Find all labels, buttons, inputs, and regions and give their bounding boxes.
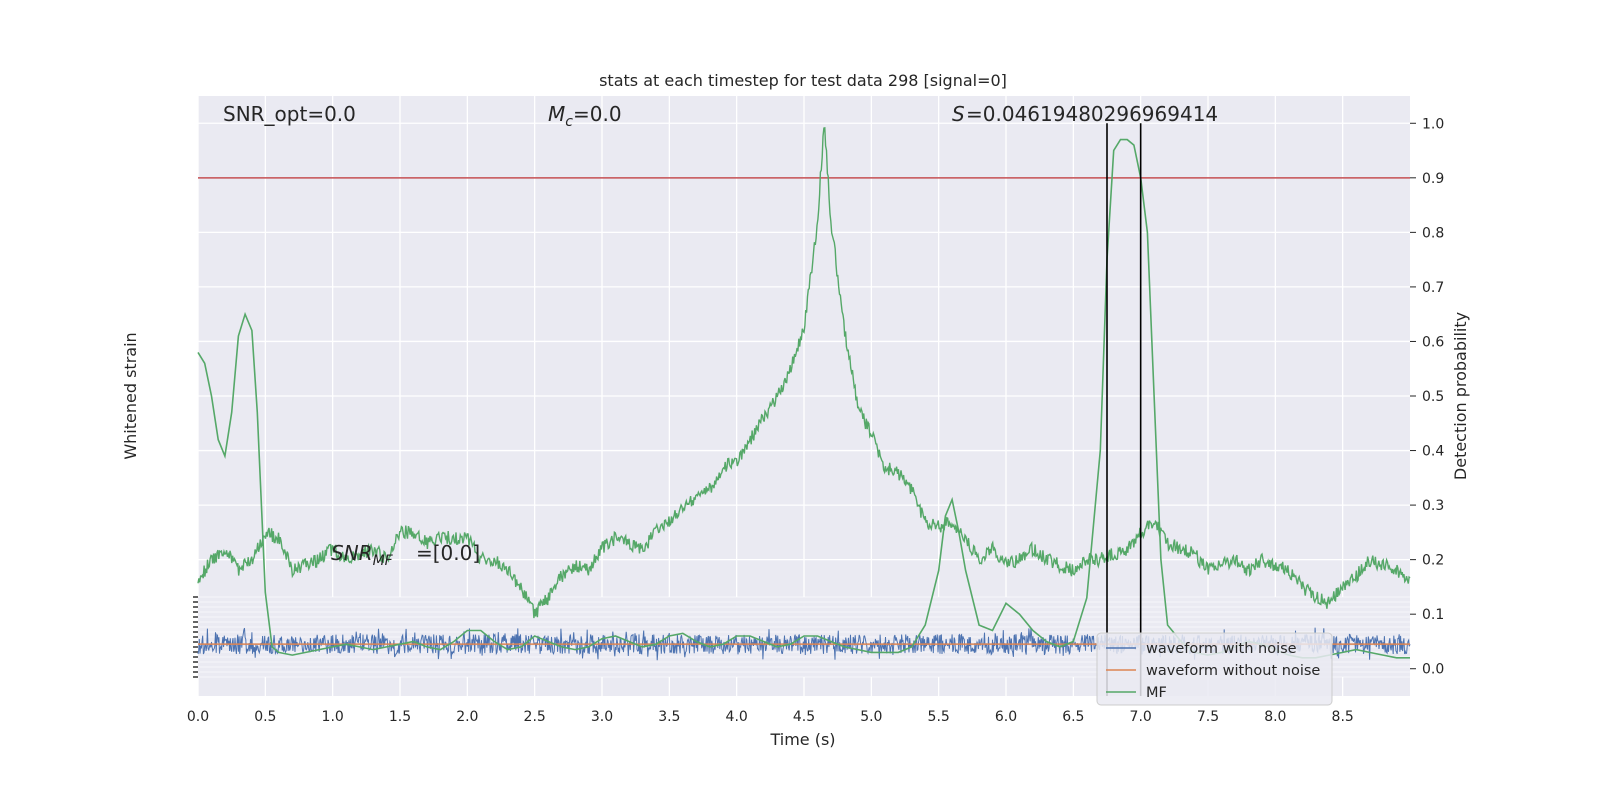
- snr-mf-sub: MF: [373, 553, 394, 569]
- detection-probability-line: [197, 127, 1411, 619]
- y-right-tick-label: 0.8: [1422, 225, 1444, 241]
- legend: waveform with noise waveform without noi…: [1096, 632, 1333, 706]
- chart-title: stats at each timestep for test data 298…: [599, 71, 1007, 90]
- x-axis-ticks: 0.0 0.5 1.0 1.5 2.0 2.5 3.0 3.5 4.0 4.5 5.0 5.5 6.0 6…: [187, 709, 1354, 725]
- x-tick-label: 6.0: [995, 709, 1017, 725]
- detection-window: [1106, 123, 1142, 696]
- snr-opt-annotation: SNR_opt=0.0: [223, 102, 356, 126]
- x-tick-label: 6.5: [1062, 709, 1084, 725]
- x-tick-label: 3.5: [658, 709, 680, 725]
- y-right-tick-label: 0.0: [1422, 662, 1444, 678]
- x-axis-label: Time (s): [769, 730, 835, 749]
- y-right-tick-label: 0.4: [1422, 444, 1444, 460]
- x-tick-label: 8.5: [1332, 709, 1354, 725]
- y-right-tick-label: 0.2: [1422, 553, 1444, 569]
- legend-label-mf: MF: [1146, 685, 1167, 701]
- x-tick-label: 1.5: [389, 709, 411, 725]
- y-right-axis-label: Detection probability: [1451, 312, 1470, 480]
- snr-mf-symbol: SNRMF: [331, 541, 394, 569]
- x-tick-label: 4.5: [793, 709, 815, 725]
- x-tick-label: 5.5: [928, 709, 950, 725]
- legend-box: [1096, 632, 1333, 706]
- y-left-axis-label: Whitened strain: [121, 332, 140, 459]
- x-tick-label: 3.0: [591, 709, 613, 725]
- mc-value: =0.0: [573, 102, 622, 126]
- x-tick-label: 0.5: [254, 709, 276, 725]
- s-value: =0.046194802969694​14: [966, 102, 1218, 126]
- s-symbol: S: [952, 102, 965, 126]
- y-right-tick-label: 0.1: [1422, 607, 1444, 623]
- legend-label-noise: waveform with noise: [1146, 641, 1297, 657]
- x-tick-label: 7.5: [1197, 709, 1219, 725]
- x-tick-label: 4.0: [726, 709, 748, 725]
- y-right-tick-label: 0.9: [1422, 171, 1444, 187]
- s-annotation: S =0.046194802969694​14: [952, 102, 1218, 126]
- y-right-tick-label: 0.3: [1422, 498, 1444, 514]
- y-right-tick-label: 1.0: [1422, 116, 1444, 132]
- y-right-tick-label: 0.7: [1422, 280, 1444, 296]
- y-right-tick-label: 0.6: [1422, 334, 1444, 350]
- legend-label-clean: waveform without noise: [1146, 663, 1320, 679]
- snr-mf-value: =[0.0]: [416, 541, 480, 565]
- x-tick-label: 2.5: [524, 709, 546, 725]
- x-tick-label: 1.0: [322, 709, 344, 725]
- x-tick-label: 7.0: [1130, 709, 1152, 725]
- x-tick-label: 2.0: [456, 709, 478, 725]
- x-tick-label: 0.0: [187, 709, 209, 725]
- mc-annotation: Mc =0.0: [548, 102, 622, 130]
- y-right-tick-label: 0.5: [1422, 389, 1444, 405]
- x-tick-label: 5.0: [860, 709, 882, 725]
- snr-mf-annotation: SNRMF =[0.0]: [331, 541, 480, 569]
- y-right-axis-ticks: 0.0 0.1 0.2 0.3 0.4 0.5 0.6 0.7 0.8 0.9 1.0: [1410, 116, 1444, 678]
- x-tick-label: 8.0: [1264, 709, 1286, 725]
